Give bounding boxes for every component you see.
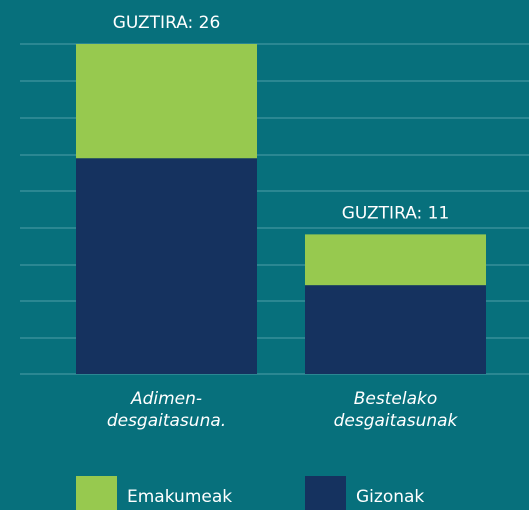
legend-swatch	[305, 476, 346, 510]
category-label: Bestelako	[354, 389, 438, 409]
total-label: GUZTIRA: 26	[113, 13, 221, 33]
legend-label: Gizonak	[356, 487, 424, 507]
legend-label: Emakumeak	[127, 487, 232, 507]
bar-segment	[76, 158, 257, 374]
category-label: desgaitasunak	[334, 411, 459, 431]
category-label: desgaitasuna.	[107, 411, 226, 431]
bar-segment	[305, 234, 486, 286]
total-label: GUZTIRA: 11	[342, 203, 450, 223]
bar-segment	[76, 44, 257, 159]
legend-swatch	[76, 476, 117, 510]
category-label: Adimen-	[130, 389, 202, 409]
bar-segment	[305, 285, 486, 374]
